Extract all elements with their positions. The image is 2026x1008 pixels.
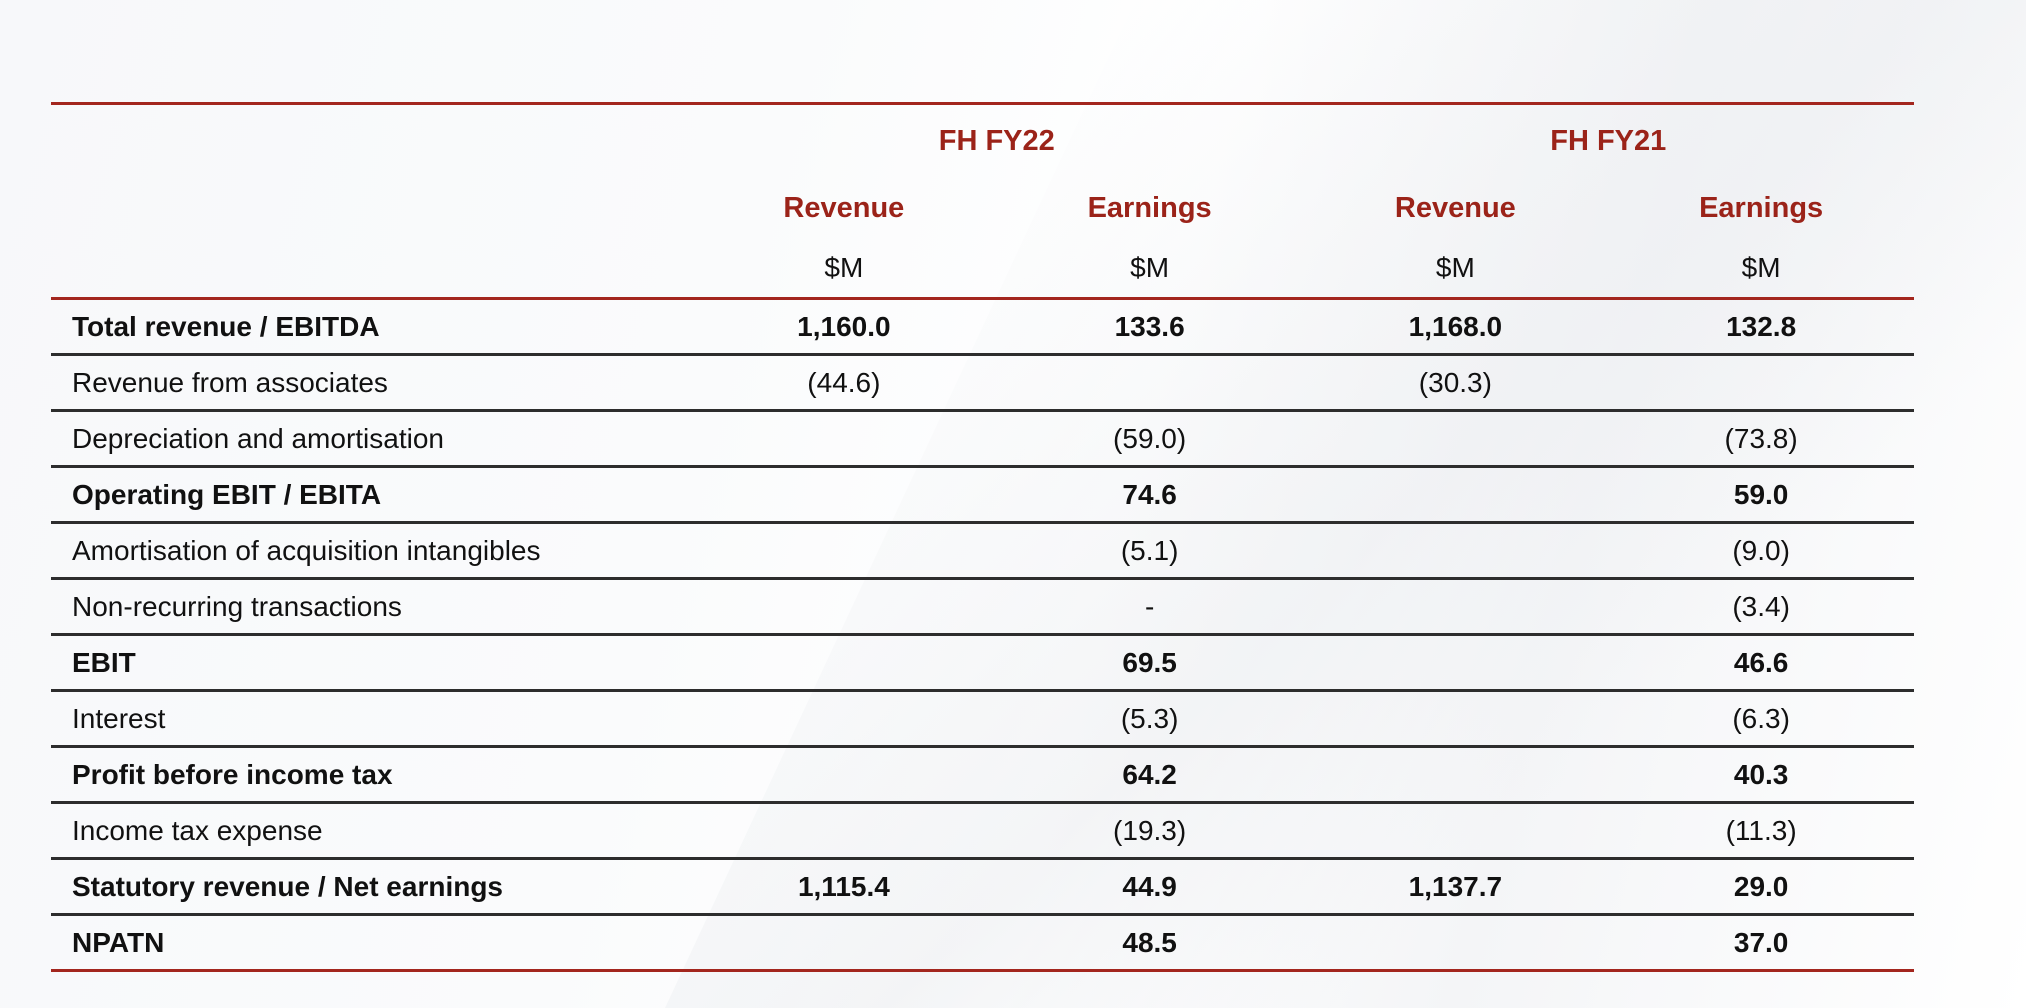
header-blank: [51, 239, 691, 300]
cell-value: [1608, 354, 1914, 412]
cell-value: 46.6: [1608, 634, 1914, 692]
cell-value: [1302, 578, 1609, 636]
row-label: Depreciation and amortisation: [51, 410, 691, 468]
row-label: EBIT: [51, 634, 691, 692]
table-row: Profit before income tax 64.2 40.3: [51, 746, 1914, 804]
table-row: Amortisation of acquisition intangibles (…: [51, 522, 1914, 580]
financial-table: FH FY22 FH FY21 Revenue Earnings Revenue…: [51, 105, 1914, 972]
period-header-fy22: FH FY22: [938, 124, 1055, 157]
cell-value: 44.9: [996, 858, 1303, 916]
column-header-earnings-fy22: Earnings: [1087, 191, 1212, 224]
row-label: Profit before income tax: [51, 746, 691, 804]
row-label: Interest: [51, 690, 691, 748]
cell-value: 1,115.4: [691, 858, 997, 916]
cell-value: -: [996, 578, 1303, 636]
unit-header-row: $M $M $M $M: [51, 239, 1914, 300]
cell-value: [1302, 634, 1609, 692]
table-row: Statutory revenue / Net earnings 1,115.4 4…: [51, 858, 1914, 916]
cell-value: [691, 746, 997, 804]
cell-value: [1302, 466, 1609, 524]
header-blank: [51, 177, 691, 239]
financial-table-container: FH FY22 FH FY21 Revenue Earnings Revenue…: [51, 102, 1914, 972]
column-header-revenue-fy21: Revenue: [1394, 191, 1516, 224]
row-label: Income tax expense: [51, 802, 691, 860]
cell-value: 37.0: [1608, 914, 1914, 972]
cell-value: (59.0): [996, 410, 1303, 468]
cell-value: [691, 410, 997, 468]
row-label: Revenue from associates: [51, 354, 691, 412]
unit-label: $M: [691, 239, 997, 300]
cell-value: 1,137.7: [1302, 858, 1609, 916]
cell-value: [1302, 746, 1609, 804]
column-header-revenue-fy22: Revenue: [783, 191, 905, 224]
cell-value: (73.8): [1608, 410, 1914, 468]
cell-value: 64.2: [996, 746, 1303, 804]
cell-value: (9.0): [1608, 522, 1914, 580]
row-label: Non-recurring transactions: [51, 578, 691, 636]
column-header-earnings-fy21: Earnings: [1699, 191, 1824, 224]
table-row: NPATN 48.5 37.0: [51, 914, 1914, 972]
cell-value: 29.0: [1608, 858, 1914, 916]
cell-value: [996, 354, 1303, 412]
cell-value: 1,160.0: [691, 298, 997, 356]
cell-value: [691, 522, 997, 580]
period-header-fy21: FH FY21: [1550, 124, 1667, 157]
row-label: NPATN: [51, 914, 691, 972]
unit-label: $M: [1608, 239, 1914, 300]
cell-value: (11.3): [1608, 802, 1914, 860]
cell-value: (44.6): [691, 354, 997, 412]
table-row: Depreciation and amortisation (59.0) (73.8…: [51, 410, 1914, 468]
cell-value: [691, 466, 997, 524]
unit-label: $M: [1302, 239, 1609, 300]
cell-value: [1302, 410, 1609, 468]
cell-value: 48.5: [996, 914, 1303, 972]
cell-value: (3.4): [1608, 578, 1914, 636]
cell-value: [691, 578, 997, 636]
cell-value: [1302, 690, 1609, 748]
cell-value: [691, 802, 997, 860]
table-row: Income tax expense (19.3) (11.3): [51, 802, 1914, 860]
cell-value: 40.3: [1608, 746, 1914, 804]
table-top-rule: [51, 102, 1914, 105]
cell-value: [1302, 802, 1609, 860]
cell-value: 132.8: [1608, 298, 1914, 356]
cell-value: 59.0: [1608, 466, 1914, 524]
cell-value: 69.5: [996, 634, 1303, 692]
table-row: Operating EBIT / EBITA 74.6 59.0: [51, 466, 1914, 524]
row-label: Statutory revenue / Net earnings: [51, 858, 691, 916]
cell-value: 74.6: [996, 466, 1303, 524]
cell-value: [1302, 522, 1609, 580]
cell-value: (5.1): [996, 522, 1303, 580]
cell-value: [691, 634, 997, 692]
table-row: Revenue from associates (44.6) (30.3): [51, 354, 1914, 412]
cell-value: [1302, 914, 1609, 972]
cell-value: [691, 914, 997, 972]
row-label: Amortisation of acquisition intangibles: [51, 522, 691, 580]
table-row: Total revenue / EBITDA 1,160.0 133.6 1,168.…: [51, 298, 1914, 356]
cell-value: [691, 690, 997, 748]
table-row: Non-recurring transactions - (3.4): [51, 578, 1914, 636]
cell-value: (6.3): [1608, 690, 1914, 748]
row-label: Operating EBIT / EBITA: [51, 466, 691, 524]
cell-value: (5.3): [996, 690, 1303, 748]
table-row: EBIT 69.5 46.6: [51, 634, 1914, 692]
row-label: Total revenue / EBITDA: [51, 298, 691, 356]
unit-label: $M: [996, 239, 1303, 300]
period-header-row: FH FY22 FH FY21: [51, 105, 1914, 177]
cell-value: (19.3): [996, 802, 1303, 860]
column-header-row: Revenue Earnings Revenue Earnings: [51, 177, 1914, 239]
cell-value: (30.3): [1302, 354, 1609, 412]
table-row: Interest (5.3) (6.3): [51, 690, 1914, 748]
cell-value: 1,168.0: [1302, 298, 1609, 356]
header-blank: [51, 105, 691, 177]
table-body: Total revenue / EBITDA 1,160.0 133.6 1,168.…: [51, 298, 1914, 972]
cell-value: 133.6: [996, 298, 1303, 356]
